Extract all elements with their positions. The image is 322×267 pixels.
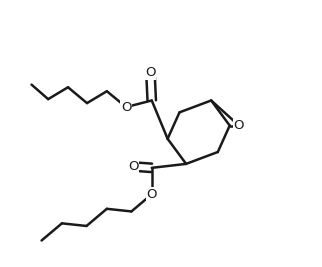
Text: O: O xyxy=(121,101,131,113)
Text: O: O xyxy=(145,66,156,79)
Text: O: O xyxy=(128,160,138,173)
Text: O: O xyxy=(147,188,157,201)
Text: O: O xyxy=(234,119,244,132)
